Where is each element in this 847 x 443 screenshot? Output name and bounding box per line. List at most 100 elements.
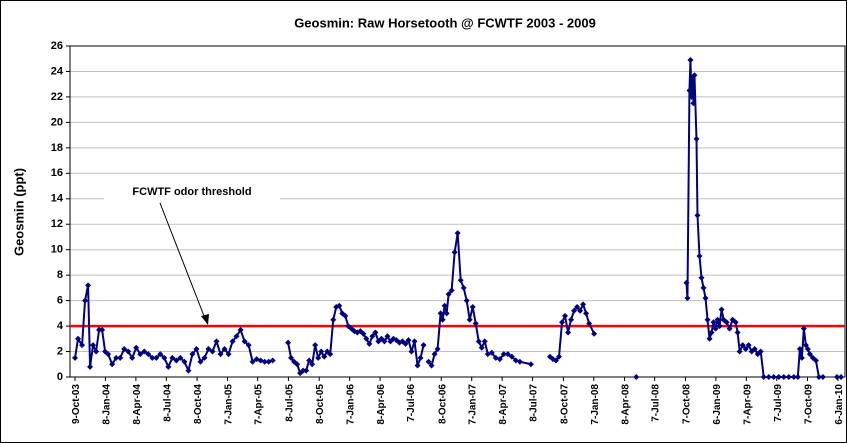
data-point [157, 351, 164, 358]
x-tick-label: 8-Oct-04 [193, 384, 204, 424]
data-point [496, 356, 503, 363]
x-tick-label: 8-Jul-07 [529, 384, 540, 422]
data-point [300, 367, 307, 374]
data-point [562, 312, 569, 319]
data-point [466, 316, 473, 323]
y-tick-label: 20 [51, 116, 63, 128]
annotation-text: FCWTF odor threshold [132, 186, 251, 198]
data-point [285, 339, 292, 346]
data-point [372, 329, 379, 336]
data-point [736, 348, 743, 355]
data-point [294, 361, 301, 368]
data-point [687, 57, 694, 64]
data-point [315, 354, 322, 361]
data-point [580, 301, 587, 308]
x-tick-label: 8-Apr-07 [498, 384, 509, 425]
data-point [241, 338, 248, 345]
data-point [420, 342, 427, 349]
data-point [714, 316, 721, 323]
data-point [698, 274, 705, 281]
x-tick-label: 7-Jul-09 [773, 384, 784, 422]
data-point [739, 342, 746, 349]
data-point [408, 348, 415, 355]
data-point [684, 295, 691, 302]
data-point [360, 330, 367, 337]
data-point [137, 351, 144, 358]
data-point [488, 349, 495, 356]
data-point [439, 316, 446, 323]
y-tick-label: 12 [51, 218, 63, 230]
data-point [309, 361, 316, 368]
data-point [303, 367, 310, 374]
data-point [366, 340, 373, 347]
data-point [475, 338, 482, 345]
annotation-box [104, 181, 280, 203]
x-tick-label: 7-Apr-05 [254, 384, 265, 425]
data-point [327, 351, 334, 358]
data-point [306, 357, 313, 364]
data-point [85, 282, 92, 289]
data-point [553, 357, 560, 364]
data-point [121, 345, 128, 352]
data-point [712, 325, 719, 332]
data-point [457, 277, 464, 284]
y-tick-label: 2 [57, 345, 63, 357]
data-point [469, 303, 476, 310]
data-point [819, 374, 826, 380]
data-point [233, 333, 240, 340]
data-point [193, 345, 200, 352]
data-point [177, 354, 184, 361]
data-point [500, 351, 507, 358]
data-point [723, 319, 730, 326]
data-point [794, 374, 801, 380]
data-point [441, 302, 448, 309]
data-point [574, 303, 581, 310]
y-tick-label: 8 [57, 269, 63, 281]
x-tick-label: 7-Jan-06 [346, 384, 357, 425]
data-point [785, 374, 792, 380]
data-point [411, 338, 418, 345]
x-tick-label: 7-Jan-07 [468, 384, 479, 425]
data-point [336, 302, 343, 309]
y-tick-label: 4 [57, 320, 64, 332]
data-point [700, 284, 707, 291]
x-tick-label: 7-Apr-09 [742, 384, 753, 425]
chart-title: Geosmin: Raw Horsetooth @ FCWTF 2003 - 2… [294, 15, 596, 30]
y-axis-label: Geosmin (ppt) [11, 168, 26, 256]
data-point [141, 348, 148, 355]
data-point [288, 354, 295, 361]
data-point [833, 374, 840, 380]
data-point [402, 340, 409, 347]
x-tick-label: 8-Oct-07 [559, 384, 570, 424]
data-point [571, 307, 578, 314]
data-point [185, 367, 192, 374]
data-point [694, 212, 701, 219]
data-point [197, 358, 204, 365]
data-point [800, 325, 807, 332]
data-point [189, 351, 196, 358]
data-point [105, 351, 112, 358]
data-point [751, 345, 758, 352]
data-point [75, 335, 82, 342]
data-point [318, 348, 325, 355]
plot-border [69, 45, 846, 378]
data-point [481, 338, 488, 345]
annotation-arrowhead [201, 314, 209, 325]
data-point [790, 374, 797, 380]
data-point [704, 316, 711, 323]
data-point [363, 335, 370, 342]
x-tick-label: 9-Oct-03 [71, 384, 82, 424]
annotation-arrow [159, 202, 207, 322]
data-point [321, 353, 328, 360]
data-point [369, 333, 376, 340]
data-point [508, 353, 515, 360]
x-tick-label: 8-Apr-06 [376, 384, 387, 425]
data-point [445, 291, 452, 298]
data-point [213, 338, 220, 345]
data-point [221, 345, 228, 352]
x-tick-label: 6-Jan-10 [834, 384, 845, 425]
data-point [732, 319, 739, 326]
data-point [696, 253, 703, 260]
x-tick-label: 8-Apr-08 [621, 384, 632, 425]
